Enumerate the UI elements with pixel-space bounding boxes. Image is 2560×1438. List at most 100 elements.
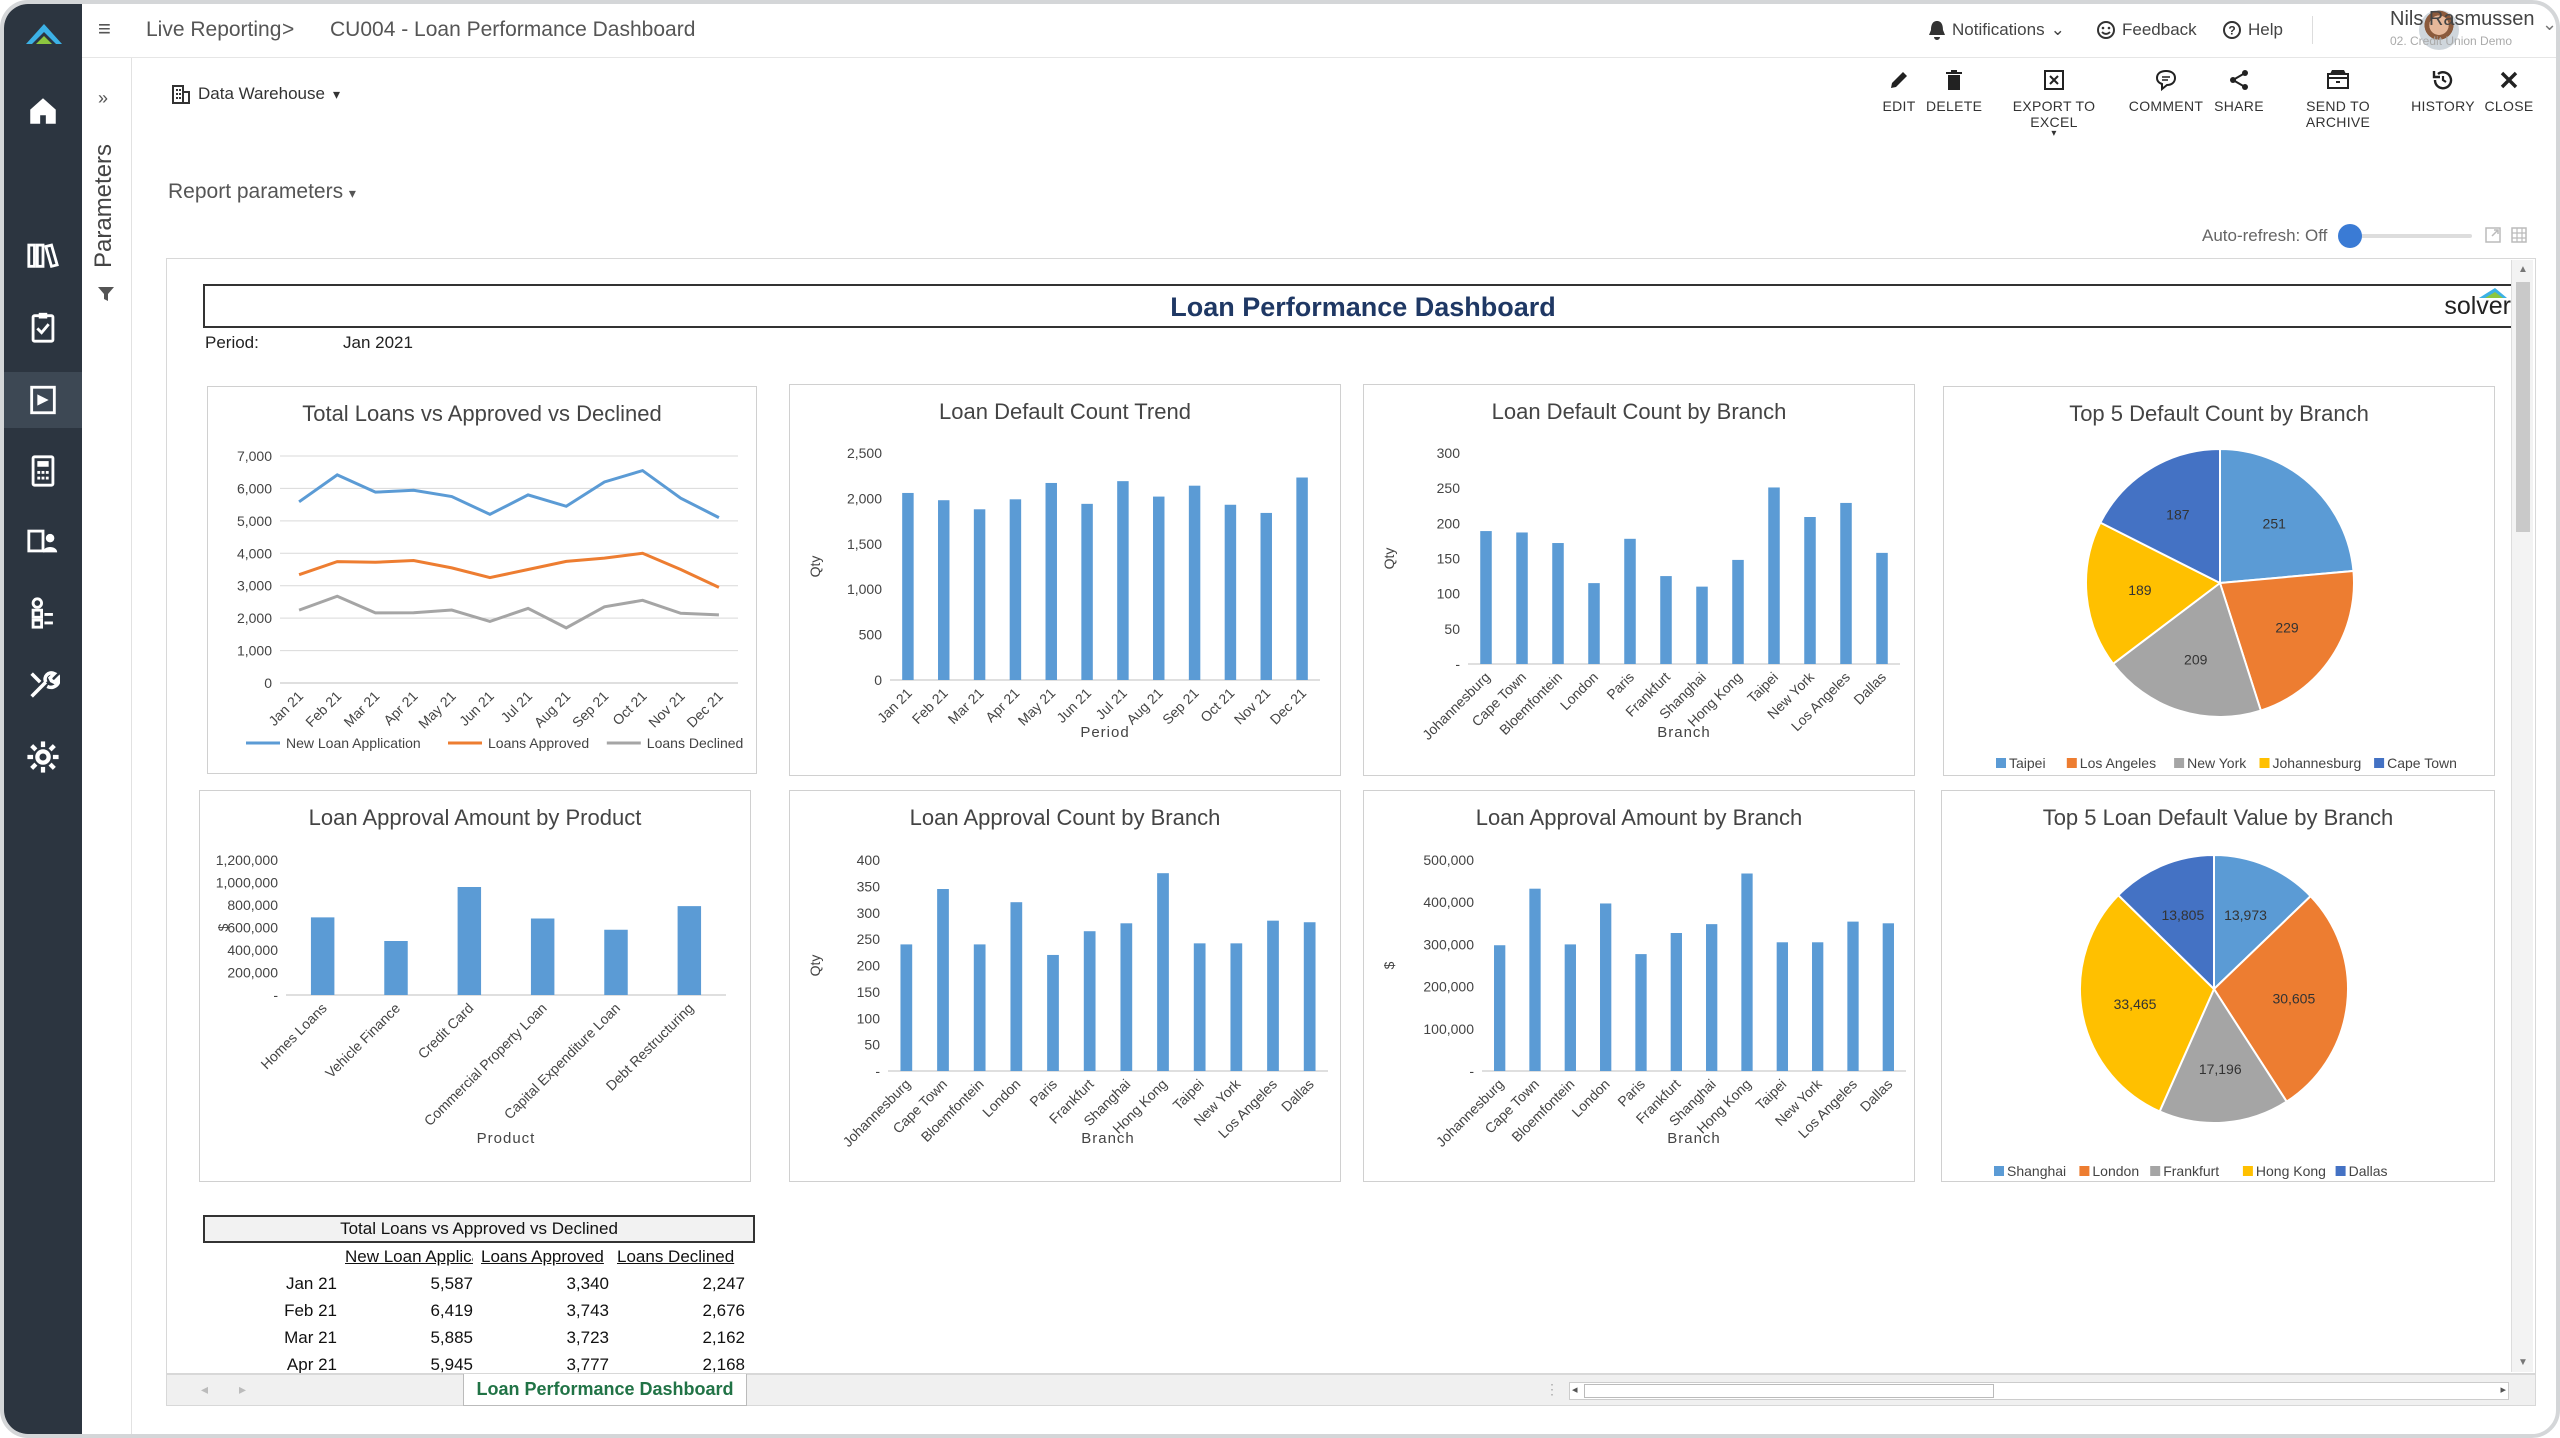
- report-icon[interactable]: [4, 372, 82, 428]
- y-tick-label: 1,200,000: [216, 852, 278, 868]
- clipboard-icon[interactable]: [18, 302, 68, 352]
- tab-next-icon[interactable]: ▸: [239, 1381, 247, 1397]
- bar: [604, 929, 628, 995]
- scroll-down-icon[interactable]: ▼: [2518, 1357, 2528, 1368]
- user-name[interactable]: Nils Rasmussen: [2390, 8, 2535, 30]
- scroll-thumb[interactable]: [2516, 282, 2530, 532]
- home-icon[interactable]: [18, 86, 68, 136]
- y-tick-label: 1,000: [847, 581, 882, 597]
- history-button[interactable]: HISTORY: [2410, 68, 2476, 114]
- gear-icon[interactable]: [18, 732, 68, 782]
- horizontal-scrollbar[interactable]: ◂ ▸: [1569, 1382, 2509, 1400]
- tab-prev-icon[interactable]: ◂: [201, 1381, 209, 1397]
- table-cell[interactable]: 2,247: [702, 1274, 745, 1293]
- autorefresh-knob[interactable]: [2338, 224, 2362, 248]
- expand-icon[interactable]: »: [98, 88, 109, 108]
- expand-window-icon[interactable]: [2484, 226, 2502, 244]
- table-cell[interactable]: 5,945: [430, 1355, 473, 1374]
- chevron-down-icon[interactable]: ▾: [2051, 128, 2057, 139]
- legend-entry: Taipei: [2009, 755, 2046, 771]
- x-tick-label: Feb 21: [302, 688, 344, 730]
- table-row-label[interactable]: Mar 21: [284, 1328, 337, 1347]
- y-tick-label: 1,000,000: [216, 875, 278, 891]
- library-icon[interactable]: [18, 230, 68, 280]
- calculator-icon[interactable]: [18, 446, 68, 496]
- y-axis-label: $: [215, 923, 231, 931]
- period-label: Period:: [205, 333, 259, 352]
- y-tick-label: 4,000: [237, 545, 272, 561]
- notifications-button[interactable]: Notifications ⌄: [1928, 20, 2065, 40]
- bar: [1010, 902, 1023, 1071]
- y-tick-label: 2,000: [847, 490, 882, 506]
- breadcrumb-root[interactable]: Live Reporting: [146, 18, 282, 41]
- chart-top5-default-count: Top 5 Default Count by Branch 251 229 209 1…: [1943, 386, 2495, 776]
- table-row-label[interactable]: Feb 21: [284, 1301, 337, 1320]
- table-header-cell[interactable]: New Loan Applicati: [345, 1247, 473, 1266]
- bar: [677, 906, 702, 995]
- autorefresh-toggle[interactable]: [2338, 224, 2472, 248]
- user-settings-icon[interactable]: [18, 516, 68, 566]
- menu-icon[interactable]: ≡: [98, 16, 111, 41]
- export-excel-button[interactable]: EXPORT TO EXCEL ▾: [1994, 68, 2114, 139]
- parameters-label[interactable]: Parameters: [90, 143, 117, 268]
- close-button[interactable]: CLOSE: [2482, 68, 2536, 114]
- chart-approval-count-branch: Loan Approval Count by Branch - 50 100 150 2…: [789, 790, 1341, 1182]
- x-tick-label: Vehicle Finance: [322, 1000, 403, 1081]
- table-cell[interactable]: 3,777: [566, 1355, 609, 1374]
- table-cell[interactable]: 6,419: [430, 1301, 473, 1320]
- scroll-left-icon[interactable]: ◂: [1572, 1384, 1578, 1396]
- table-cell[interactable]: 2,162: [702, 1328, 745, 1347]
- table-cell[interactable]: 3,723: [566, 1328, 609, 1347]
- user-menu-chevron-icon[interactable]: ⌄: [2542, 14, 2558, 34]
- datasource-selector[interactable]: Data Warehouse ▾: [172, 84, 340, 104]
- left-navigation: [4, 4, 82, 1434]
- table-cell[interactable]: 3,743: [566, 1301, 609, 1320]
- table-cell[interactable]: 3,340: [566, 1274, 609, 1293]
- report-title: Loan Performance Dashboard: [1170, 292, 1556, 322]
- x-tick-label: Commercial Property Loan: [421, 1000, 550, 1129]
- edit-button[interactable]: EDIT: [1880, 68, 1918, 114]
- bar: [1876, 552, 1888, 664]
- grid-view-icon[interactable]: [2510, 226, 2528, 244]
- y-tick-label: 200,000: [1423, 979, 1474, 995]
- table-row-label[interactable]: Apr 21: [286, 1355, 337, 1374]
- app-logo[interactable]: [22, 18, 66, 52]
- table-cell[interactable]: 2,168: [702, 1355, 745, 1374]
- table-cell[interactable]: 5,587: [430, 1274, 473, 1293]
- vertical-scrollbar[interactable]: ▲ ▼: [2511, 260, 2533, 1372]
- table-header-cell[interactable]: Loans Declined: [617, 1247, 735, 1266]
- breadcrumb-separator: >: [282, 18, 295, 41]
- scroll-right-icon[interactable]: ▸: [2500, 1384, 2506, 1396]
- legend-entry: Shanghai: [2007, 1163, 2066, 1179]
- y-tick-label: 500,000: [1423, 852, 1474, 868]
- feedback-button[interactable]: Feedback: [2096, 20, 2197, 40]
- history-icon: [2432, 71, 2453, 90]
- filter-icon[interactable]: [96, 284, 116, 304]
- x-tick-label: Credit Card: [415, 1000, 477, 1062]
- table-cell[interactable]: 5,885: [430, 1328, 473, 1347]
- data-flow-icon[interactable]: [18, 588, 68, 638]
- tools-icon[interactable]: [18, 660, 68, 710]
- bar: [1303, 922, 1316, 1071]
- help-button[interactable]: ? Help: [2222, 20, 2283, 40]
- table-cell[interactable]: 2,676: [702, 1301, 745, 1320]
- legend-swatch: [2335, 1166, 2346, 1176]
- history-label: HISTORY: [2411, 98, 2475, 114]
- delete-button[interactable]: DELETE: [1926, 68, 1982, 114]
- chevron-down-icon: ▾: [332, 85, 340, 102]
- avatar[interactable]: [2419, 10, 2459, 50]
- table-row-label[interactable]: Jan 21: [285, 1274, 337, 1293]
- sheet-tab[interactable]: Loan Performance Dashboard: [463, 1374, 747, 1406]
- data-label: 189: [2128, 582, 2152, 598]
- comment-icon: [2155, 69, 2177, 92]
- report-parameters-toggle[interactable]: Report parameters ▾: [168, 180, 356, 204]
- scroll-thumb[interactable]: [1584, 1384, 1994, 1398]
- table-header-cell[interactable]: Loans Approved: [481, 1247, 604, 1266]
- y-tick-label: 600,000: [227, 920, 278, 936]
- share-button[interactable]: SHARE: [2214, 68, 2264, 114]
- more-icon[interactable]: ⋮: [1545, 1381, 1559, 1397]
- page-title: CU004 - Loan Performance Dashboard: [330, 18, 696, 41]
- send-archive-button[interactable]: SEND TO ARCHIVE: [2274, 68, 2402, 130]
- comment-button[interactable]: COMMENT: [2128, 68, 2204, 114]
- scroll-up-icon[interactable]: ▲: [2518, 264, 2528, 275]
